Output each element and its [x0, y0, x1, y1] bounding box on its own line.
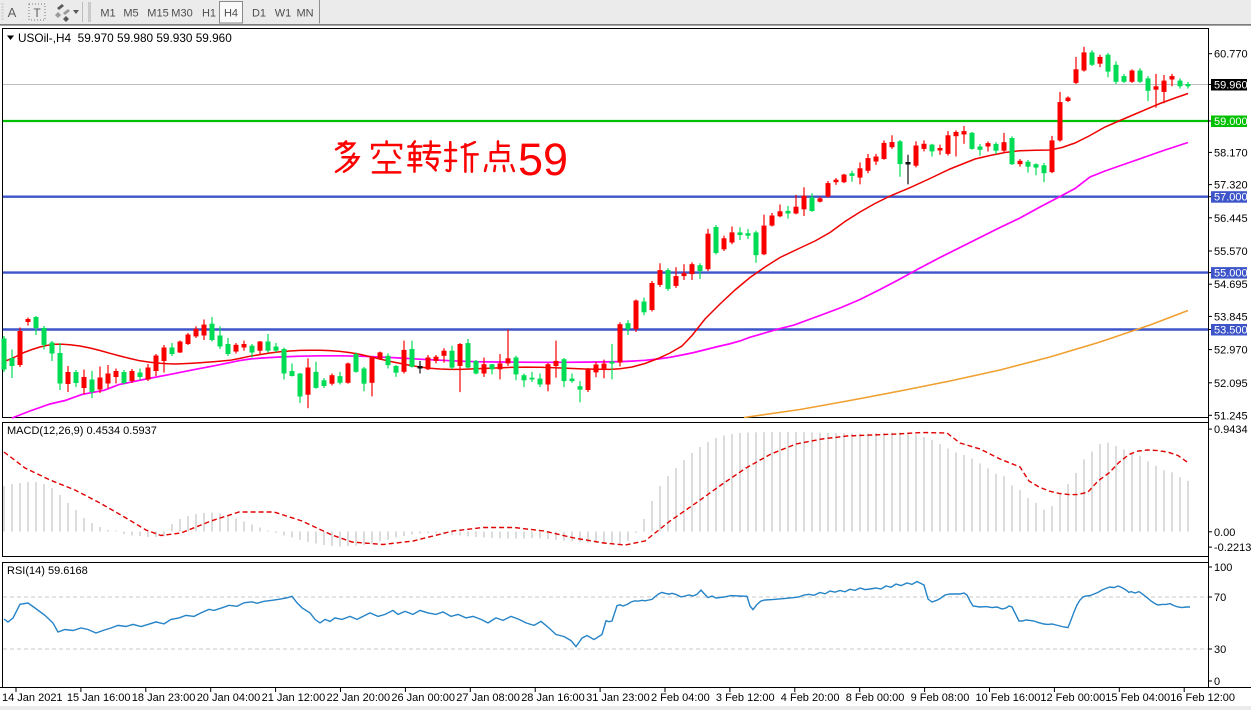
svg-text:57.000: 57.000	[1214, 192, 1248, 204]
svg-text:53.845: 53.845	[1214, 311, 1248, 323]
svg-text:20 Jan 04:00: 20 Jan 04:00	[197, 692, 261, 704]
svg-text:M30: M30	[171, 8, 192, 20]
svg-text:15 Feb 04:00: 15 Feb 04:00	[1105, 692, 1170, 704]
svg-text:58.170: 58.170	[1214, 147, 1248, 159]
svg-text:53.500: 53.500	[1214, 325, 1248, 337]
svg-text:A: A	[8, 5, 17, 20]
svg-text:100: 100	[1214, 562, 1232, 574]
svg-text:10 Feb 16:00: 10 Feb 16:00	[976, 692, 1041, 704]
svg-text:0: 0	[1214, 676, 1220, 688]
svg-text:21 Jan 12:00: 21 Jan 12:00	[262, 692, 326, 704]
svg-text:0.9434: 0.9434	[1214, 424, 1248, 436]
svg-text:H4: H4	[224, 8, 238, 20]
svg-text:18 Jan 23:00: 18 Jan 23:00	[132, 692, 196, 704]
svg-text:RSI(14) 59.6168: RSI(14) 59.6168	[7, 565, 88, 577]
svg-text:14 Jan 2021: 14 Jan 2021	[2, 692, 63, 704]
svg-text:W1: W1	[275, 8, 292, 20]
svg-text:USOil-,H4 59.970 59.980 59.93: USOil-,H4 59.970 59.980 59.930 59.960	[18, 31, 232, 45]
svg-text:-0.2213: -0.2213	[1214, 542, 1251, 554]
svg-text:54.695: 54.695	[1214, 279, 1248, 291]
svg-text:M1: M1	[100, 8, 115, 20]
svg-text:27 Jan 08:00: 27 Jan 08:00	[456, 692, 520, 704]
svg-text:22 Jan 20:00: 22 Jan 20:00	[327, 692, 391, 704]
svg-text:M5: M5	[123, 8, 138, 20]
svg-text:T: T	[33, 6, 41, 20]
svg-text:59.960: 59.960	[1214, 80, 1248, 92]
svg-text:H1: H1	[202, 8, 216, 20]
svg-text:56.445: 56.445	[1214, 213, 1248, 225]
svg-text:59: 59	[518, 134, 568, 185]
svg-text:0.00: 0.00	[1214, 527, 1235, 539]
svg-text:8 Feb 00:00: 8 Feb 00:00	[846, 692, 905, 704]
svg-text:51.245: 51.245	[1214, 410, 1248, 422]
svg-text:D1: D1	[252, 8, 266, 20]
svg-text:16 Feb 12:00: 16 Feb 12:00	[1170, 692, 1235, 704]
svg-text:57.320: 57.320	[1214, 180, 1248, 192]
svg-text:31 Jan 23:00: 31 Jan 23:00	[586, 692, 650, 704]
svg-text:55.570: 55.570	[1214, 246, 1248, 258]
svg-text:30: 30	[1214, 644, 1226, 656]
svg-text:59.000: 59.000	[1214, 116, 1248, 128]
svg-text:MN: MN	[296, 8, 313, 20]
svg-text:26 Jan 00:00: 26 Jan 00:00	[391, 692, 455, 704]
svg-text:28 Jan 16:00: 28 Jan 16:00	[521, 692, 585, 704]
svg-text:MACD(12,26,9) 0.4534 0.5937: MACD(12,26,9) 0.4534 0.5937	[7, 425, 157, 437]
svg-text:52.970: 52.970	[1214, 345, 1248, 357]
svg-text:60.770: 60.770	[1214, 49, 1248, 61]
svg-text:70: 70	[1214, 592, 1226, 604]
svg-text:9 Feb 08:00: 9 Feb 08:00	[911, 692, 970, 704]
svg-text:4 Feb 20:00: 4 Feb 20:00	[781, 692, 840, 704]
svg-text:55.000: 55.000	[1214, 268, 1248, 280]
svg-text:12 Feb 00:00: 12 Feb 00:00	[1040, 692, 1105, 704]
svg-text:M15: M15	[147, 8, 168, 20]
svg-text:15 Jan 16:00: 15 Jan 16:00	[67, 692, 131, 704]
svg-text:2 Feb 04:00: 2 Feb 04:00	[651, 692, 710, 704]
svg-text:3 Feb 12:00: 3 Feb 12:00	[716, 692, 775, 704]
svg-text:52.095: 52.095	[1214, 378, 1248, 390]
